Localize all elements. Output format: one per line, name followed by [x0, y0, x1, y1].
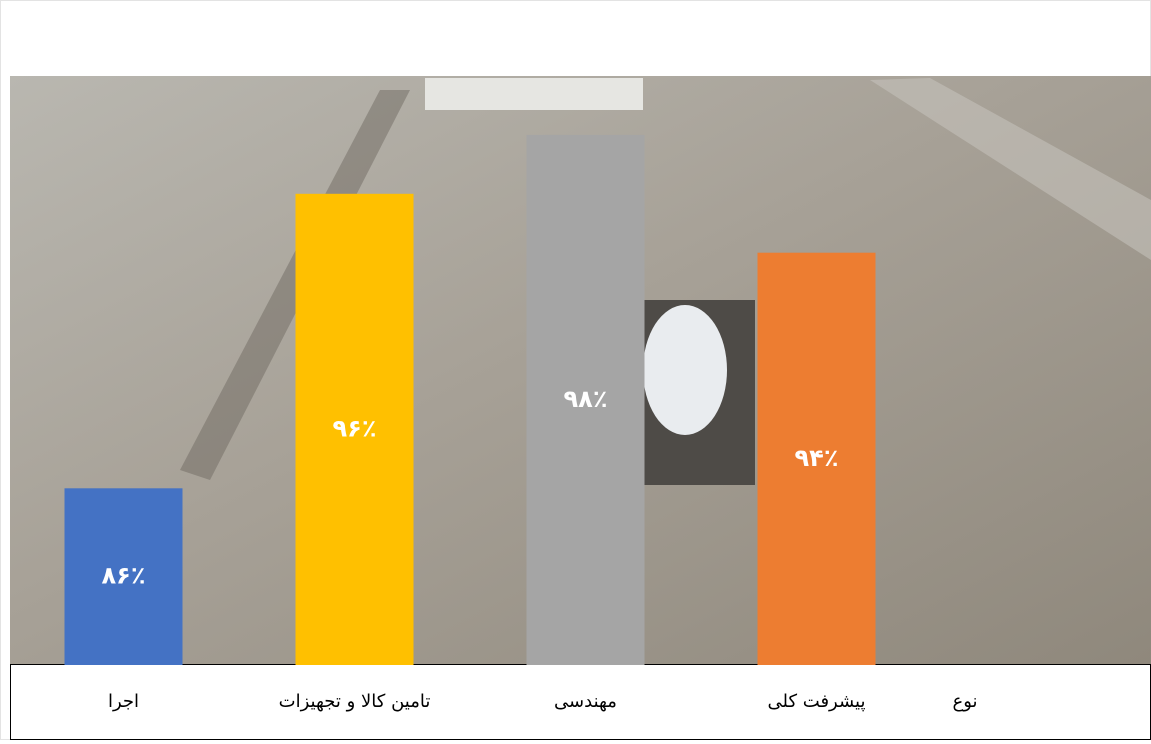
x-tick-label: تامین کالا و تجهیزات [279, 691, 431, 712]
x-tick-label: اجرا [108, 691, 139, 712]
x-tick-label: مهندسی [554, 691, 617, 712]
value-label: ۹۸٪ [564, 385, 608, 413]
category-header: نوع [952, 691, 977, 712]
value-label: ۸۶٪ [102, 562, 146, 590]
tank [643, 305, 727, 435]
x-tick-label: پیشرفت کلی [768, 691, 866, 712]
building [425, 78, 643, 110]
chart: نوع ۸۶٪ اجرا ۹۶٪ تامین کالا و تجهیزات ۹۸٪ مهن… [0, 0, 1151, 740]
value-label: ۹۴٪ [795, 444, 839, 472]
value-label: ۹۶٪ [333, 414, 377, 442]
